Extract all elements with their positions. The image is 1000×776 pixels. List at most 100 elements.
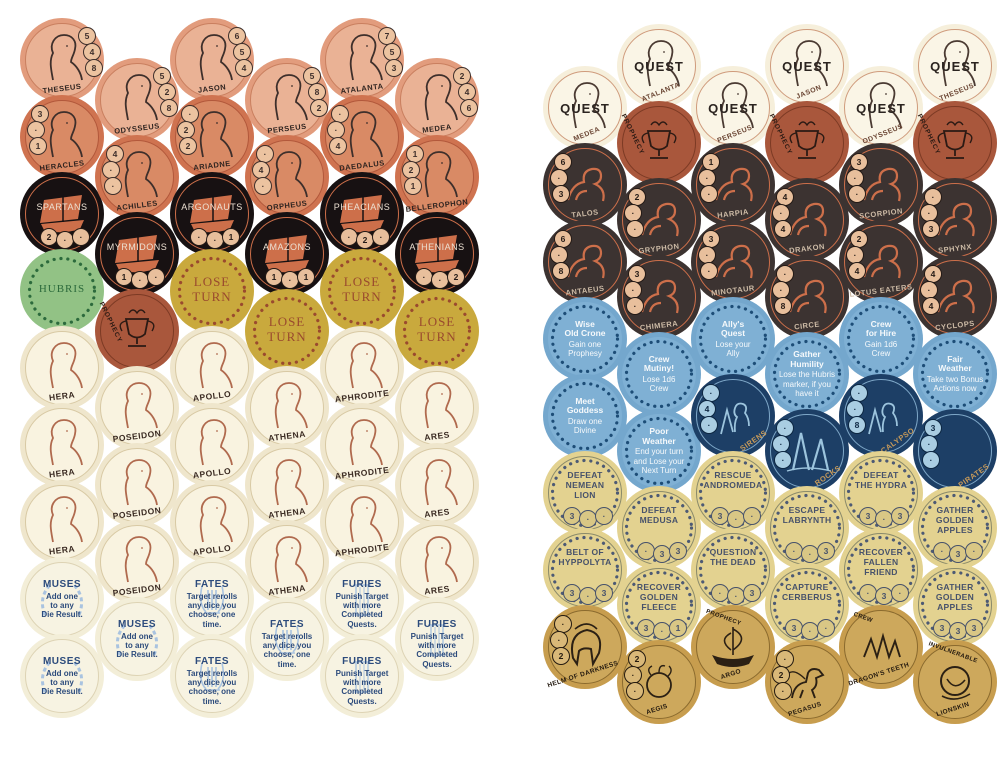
token-tanquest[interactable]: RECOVER GOLDEN FLEECE 3 · 1 <box>617 563 701 647</box>
token-event[interactable]: Meet Goddess Draw one Divine <box>543 374 627 458</box>
token-oracle-furies[interactable]: FURIES Punish Target with more Completed Qu… <box>320 557 404 641</box>
token-monster-sphynx[interactable]: SPHYNX · · 3 <box>913 178 997 262</box>
token-quest-atalanta[interactable]: QUEST ATALANTA <box>617 24 701 108</box>
token-monster-circe[interactable]: CIRCE · · 8 <box>765 255 849 339</box>
token-god-apollo[interactable]: APOLLO <box>170 326 254 410</box>
token-god-ares[interactable]: ARES <box>395 443 479 527</box>
token-quest-odysseus[interactable]: QUEST ODYSSEUS <box>839 66 923 150</box>
token-ally-orpheus[interactable]: ORPHEUS · 4 · <box>245 135 329 219</box>
token-quest-medea[interactable]: QUEST MEDEA <box>543 66 627 150</box>
token-monster-gryphon[interactable]: GRYPHON 2 · · <box>617 178 701 262</box>
token-hero-medea[interactable]: MEDEA 2 4 6 <box>395 58 479 142</box>
token-tanquest[interactable]: DEFEAT NEMEAN LION 3 · · <box>543 451 627 535</box>
token-tanquest[interactable]: DEFEAT MEDUSA · 3 3 <box>617 486 701 570</box>
token-god-poseidon[interactable]: POSEIDON <box>95 366 179 450</box>
token-faction-argonauts[interactable]: ARGONAUTS · · 1 <box>170 172 254 256</box>
token-faction-athenians[interactable]: ATHENIANS · · 2 <box>395 212 479 296</box>
token-god-hera[interactable]: HERA <box>20 326 104 410</box>
token-artifact-dragon-s-teeth[interactable]: CREW DRAGON'S TEETH <box>839 605 923 689</box>
token-event[interactable]: Crew Mutiny! Lose 1d6 Crew <box>617 332 701 416</box>
token-tanquest[interactable]: BELT OF HYPPOLYTA 3 · 3 <box>543 528 627 612</box>
token-loseturn[interactable]: LOSE TURN <box>245 289 329 373</box>
token-loseturn[interactable]: LOSE TURN <box>320 249 404 333</box>
token-artifact-helm-of-darkness[interactable]: HELM OF DARKNESS · · 2 <box>543 605 627 689</box>
token-hubris[interactable]: HUBRIS <box>20 249 104 333</box>
token-god-ares[interactable]: ARES <box>395 520 479 604</box>
token-god-apollo[interactable]: APOLLO <box>170 403 254 487</box>
token-god-athena[interactable]: ATHENA <box>245 366 329 450</box>
token-navy-rocks[interactable]: ROCKS · · · <box>765 409 849 493</box>
token-hero-odysseus[interactable]: ODYSSEUS 5 2 8 <box>95 58 179 142</box>
token-god-poseidon[interactable]: POSEIDON <box>95 520 179 604</box>
token-event[interactable]: Crew for Hire Gain 1d6 Crew <box>839 297 923 381</box>
token-navy-sirens[interactable]: SIRENS · 4 · <box>691 374 775 458</box>
token-quest-jason[interactable]: QUEST JASON <box>765 24 849 108</box>
token-artifact-lionskin[interactable]: INVULNERABLE LIONSKIN <box>913 640 997 724</box>
token-artifact-aegis[interactable]: AEGIS 2 · · <box>617 640 701 724</box>
token-god-hera[interactable]: HERA <box>20 403 104 487</box>
token-faction-amazons[interactable]: AMAZONS 1 · 1 <box>245 212 329 296</box>
token-oracle-muses[interactable]: MUSES Add one to any Die Result. <box>20 557 104 641</box>
token-tanquest[interactable]: CAPTURE CERBERUS 3 · · <box>765 563 849 647</box>
token-quest-perseus[interactable]: QUEST PERSEUS <box>691 66 775 150</box>
token-quest-theseus[interactable]: QUEST THESEUS <box>913 24 997 108</box>
token-god-aphrodite[interactable]: APHRODITE <box>320 480 404 564</box>
token-oracle-muses[interactable]: MUSES Add one to any Die Result. <box>20 634 104 718</box>
token-ally-daedalus[interactable]: DAEDALUS · · 4 <box>320 95 404 179</box>
token-god-hera[interactable]: HERA <box>20 480 104 564</box>
token-oracle-muses[interactable]: MUSES Add one to any Die Result. <box>95 597 179 681</box>
token-monster-lotus-eaters[interactable]: LOTUS EATERS 2 · 4 <box>839 220 923 304</box>
token-artifact-argo[interactable]: PROPHECY ARGO <box>691 605 775 689</box>
token-faction-myrmidons[interactable]: MYRMIDONS 1 · · <box>95 212 179 296</box>
token-tanquest[interactable]: ESCAPE LABRYNTH · · 3 <box>765 486 849 570</box>
token-oracle-fates[interactable]: FATES Target rerolls any dice you choose, … <box>245 597 329 681</box>
token-navy-calypso[interactable]: CALYPSO · · 8 <box>839 374 923 458</box>
token-god-ares[interactable]: ARES <box>395 366 479 450</box>
token-ally-achilles[interactable]: ACHILLES 4 · · <box>95 135 179 219</box>
token-hero-atalanta[interactable]: ATALANTA 7 5 3 <box>320 18 404 102</box>
token-monster-scorpion[interactable]: SCORPION 3 · · <box>839 143 923 227</box>
token-oracle-furies[interactable]: FURIES Punish Target with more Completed Qu… <box>320 634 404 718</box>
token-event[interactable]: Poor Weather End your turn and Lose your Ne… <box>617 409 701 493</box>
token-god-apollo[interactable]: APOLLO <box>170 480 254 564</box>
token-tanquest[interactable]: RECOVER FALLEN FRIEND · 3 · <box>839 528 923 612</box>
token-tanquest[interactable]: QUESTION THE DEAD · · 3 <box>691 528 775 612</box>
token-monster-minotaur[interactable]: MINOTAUR 3 · · <box>691 220 775 304</box>
token-loseturn[interactable]: LOSE TURN <box>395 289 479 373</box>
token-god-poseidon[interactable]: POSEIDON <box>95 443 179 527</box>
token-god-aphrodite[interactable]: APHRODITE <box>320 403 404 487</box>
token-oracle-fates[interactable]: FATES Target rerolls any dice you choose, … <box>170 557 254 641</box>
token-prophecy[interactable]: PROPHECY <box>95 289 179 373</box>
token-faction-pheacians[interactable]: PHEACIANS · 2 · <box>320 172 404 256</box>
token-oracle-furies[interactable]: FURIES Punish Target with more Completed Qu… <box>395 597 479 681</box>
token-prophecy[interactable]: PROPHECY <box>913 101 997 185</box>
token-hero-jason[interactable]: JASON 6 5 4 <box>170 18 254 102</box>
token-prophecy[interactable]: PROPHECY <box>617 101 701 185</box>
token-monster-drakon[interactable]: DRAKON 4 · 4 <box>765 178 849 262</box>
token-ally-ariadne[interactable]: ARIADNE · 2 2 <box>170 95 254 179</box>
token-god-athena[interactable]: ATHENA <box>245 520 329 604</box>
token-tanquest[interactable]: DEFEAT THE HYDRA 3 · 3 <box>839 451 923 535</box>
token-hero-perseus[interactable]: PERSEUS 5 8 2 <box>245 58 329 142</box>
token-god-aphrodite[interactable]: APHRODITE <box>320 326 404 410</box>
token-artifact-pegasus[interactable]: PEGASUS · 2 · <box>765 640 849 724</box>
token-navy-pirates[interactable]: PIRATES 3 · · <box>913 409 997 493</box>
token-ally-bellerophon[interactable]: BELLEROPHON 1 2 1 <box>395 135 479 219</box>
token-tanquest[interactable]: GATHER GOLDEN APPLES · 3 · <box>913 486 997 570</box>
token-monster-chimera[interactable]: CHIMERA 3 · · <box>617 255 701 339</box>
token-faction-spartans[interactable]: SPARTANS 2 · · <box>20 172 104 256</box>
token-god-athena[interactable]: ATHENA <box>245 443 329 527</box>
token-event[interactable]: Fair Weather Take two Bonus Actions now <box>913 332 997 416</box>
token-tanquest[interactable]: GATHER GOLDEN APPLES 3 3 3 <box>913 563 997 647</box>
token-event[interactable]: Wise Old Crone Gain one Prophesy <box>543 297 627 381</box>
token-tanquest[interactable]: RESCUE ANDROMEDA 3 · · <box>691 451 775 535</box>
token-loseturn[interactable]: LOSE TURN <box>170 249 254 333</box>
token-monster-talos[interactable]: TALOS 6 · 3 <box>543 143 627 227</box>
token-event[interactable]: Gather Humility Lose the Hubris marker, if… <box>765 332 849 416</box>
token-monster-antaeus[interactable]: ANTAEUS 6 · 8 <box>543 220 627 304</box>
token-prophecy[interactable]: PROPHECY <box>765 101 849 185</box>
token-monster-harpia[interactable]: HARPIA 1 · · <box>691 143 775 227</box>
token-hero-theseus[interactable]: THESEUS 5 4 8 <box>20 18 104 102</box>
token-oracle-fates[interactable]: FATES Target rerolls any dice you choose, … <box>170 634 254 718</box>
token-monster-cyclops[interactable]: CYCLOPS 4 · 4 <box>913 255 997 339</box>
